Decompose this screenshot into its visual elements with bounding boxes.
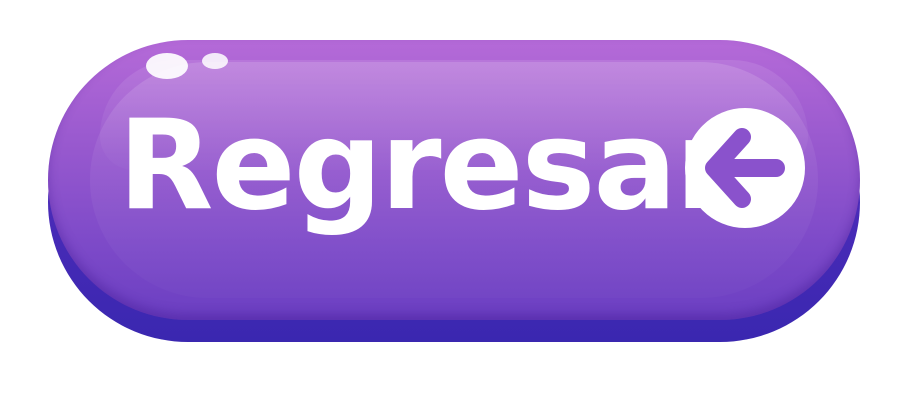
shine-highlight-small — [202, 53, 228, 69]
arrow-left-circle-icon[interactable] — [684, 107, 806, 229]
back-button-label[interactable]: Regresar — [118, 94, 736, 238]
shine-highlight-large — [146, 53, 188, 79]
